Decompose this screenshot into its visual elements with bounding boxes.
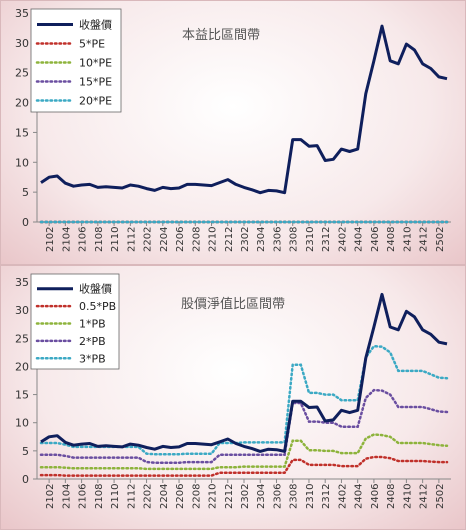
x-tick-label: 2404 — [354, 484, 365, 509]
x-tick-label: 2306 — [272, 484, 283, 509]
x-tick-label: 2212 — [224, 484, 235, 509]
series-line-1 — [39, 455, 449, 477]
x-tick-label: 2410 — [402, 227, 413, 252]
y-tick-label: 20 — [15, 97, 29, 110]
x-tick-label: 2402 — [337, 484, 348, 509]
x-tick-label: 2412 — [419, 484, 430, 509]
pe-band-chart-panel: 0 5 10 15 20 25 30 35 2102 2104 2106 2108 2110 2112 22… — [0, 0, 466, 265]
series-line-0 — [40, 292, 448, 453]
series-line-0 — [40, 24, 448, 195]
y-tick-label: 5 — [22, 186, 29, 199]
legend-label-4: 20*PE — [79, 95, 112, 108]
x-tick-label: 2212 — [224, 227, 235, 252]
x-tick-label: 2408 — [386, 484, 397, 509]
x-tick-label: 2412 — [419, 227, 430, 252]
x-tick-label: 2102 — [45, 227, 56, 252]
x-tick-label: 2310 — [305, 484, 316, 509]
legend-label-2: 10*PE — [79, 57, 112, 70]
x-tick-label: 2310 — [305, 227, 316, 252]
x-tick-label: 2406 — [370, 484, 381, 509]
x-tick-label: 2108 — [94, 227, 105, 252]
y-tick-label: 15 — [15, 126, 29, 139]
legend-label-3: 2*PB — [79, 335, 106, 348]
x-tick-label: 2302 — [240, 484, 251, 509]
y-tick-label: 0 — [22, 473, 29, 486]
legend-label-0: 收盤價 — [79, 18, 112, 32]
x-tick-label: 2502 — [435, 227, 446, 252]
x-tick-label: 2306 — [272, 227, 283, 252]
x-tick-label: 2202 — [143, 227, 154, 252]
y-tick-label: 10 — [15, 417, 29, 430]
y-tick-label: 30 — [15, 37, 29, 50]
legend-label-2: 1*PB — [79, 318, 106, 331]
legend-label-4: 3*PB — [79, 352, 106, 365]
series-line-2 — [39, 433, 449, 471]
x-tick-label: 2104 — [61, 227, 72, 252]
x-tick-label: 2312 — [321, 227, 332, 252]
x-tick-label: 2112 — [126, 227, 137, 252]
x-tick-label: 2308 — [289, 227, 300, 252]
y-tick-label: 0 — [22, 216, 29, 229]
x-tick-label: 2106 — [78, 227, 89, 252]
y-tick-label: 15 — [15, 389, 29, 402]
series-line-3 — [39, 388, 449, 464]
y-tick-label: 10 — [15, 156, 29, 169]
x-tick-label: 2108 — [94, 484, 105, 509]
x-tick-label: 2402 — [337, 227, 348, 252]
x-tick-label: 2112 — [126, 484, 137, 509]
y-tick-label: 35 — [15, 7, 29, 20]
x-tick-label: 2308 — [289, 484, 300, 509]
y-tick-label: 25 — [15, 67, 29, 80]
chart-title: 股價淨值比區間帶 — [181, 296, 285, 312]
y-tick-label: 5 — [22, 445, 29, 458]
y-tick-label: 35 — [15, 276, 29, 289]
x-tick-label: 2202 — [143, 484, 154, 509]
y-tick-label: 30 — [15, 304, 29, 317]
pe-band-chart: 0 5 10 15 20 25 30 35 2102 2104 2106 2108 2110 2112 22… — [15, 7, 451, 252]
x-tick-label: 2304 — [256, 484, 267, 509]
x-tick-label: 2204 — [159, 227, 170, 252]
legend: 收盤價 0.5*PB 1*PB 2*PB 3*PB — [30, 273, 120, 370]
x-tick-label: 2104 — [61, 484, 72, 509]
x-tick-label: 2404 — [354, 227, 365, 252]
legend-label-1: 0.5*PB — [79, 300, 116, 313]
x-tick-label: 2110 — [110, 484, 121, 509]
x-tick-label: 2304 — [256, 227, 267, 252]
legend-label-0: 收盤價 — [79, 282, 112, 296]
legend-label-3: 15*PE — [79, 76, 112, 89]
x-tick-label: 2206 — [175, 227, 186, 252]
x-tick-label: 2312 — [321, 484, 332, 509]
x-tick-label: 2208 — [191, 227, 202, 252]
x-tick-label: 2302 — [240, 227, 251, 252]
x-tick-label: 2502 — [435, 484, 446, 509]
x-tick-label: 2410 — [402, 484, 413, 509]
x-tick-label: 2208 — [191, 484, 202, 509]
x-tick-label: 2210 — [208, 227, 219, 252]
legend-label-1: 5*PE — [79, 38, 105, 51]
x-tick-label: 2110 — [110, 227, 121, 252]
x-tick-label: 2408 — [386, 227, 397, 252]
legend-box — [30, 8, 122, 113]
pb-band-chart-panel: 0 5 10 15 20 25 30 35 2102 2104 2106 2108 2110 2112 22… — [0, 265, 466, 530]
y-tick-label: 20 — [15, 360, 29, 373]
x-tick-label: 2210 — [208, 484, 219, 509]
x-tick-label: 2106 — [78, 484, 89, 509]
legend: 收盤價 5*PE 10*PE 15*PE 20*PE — [30, 8, 122, 113]
x-tick-label: 2204 — [159, 484, 170, 509]
x-tick-label: 2102 — [45, 484, 56, 509]
x-tick-label: 2406 — [370, 227, 381, 252]
y-tick-label: 25 — [15, 332, 29, 345]
pb-band-chart: 0 5 10 15 20 25 30 35 2102 2104 2106 2108 2110 2112 22… — [15, 273, 451, 509]
chart-title: 本益比區間帶 — [182, 28, 260, 43]
x-tick-label: 2206 — [175, 484, 186, 509]
